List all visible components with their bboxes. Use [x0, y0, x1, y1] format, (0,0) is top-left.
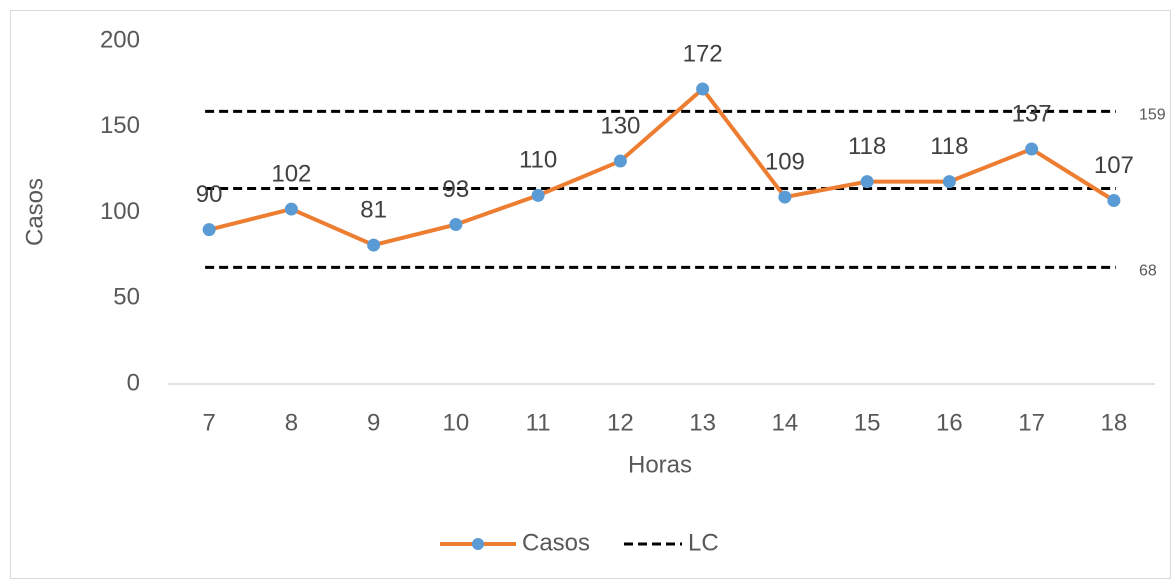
x-tick-label: 8: [285, 409, 298, 436]
data-label: 118: [848, 133, 886, 160]
x-tick-label: 7: [202, 409, 215, 436]
legend-marker: [472, 538, 484, 550]
legend-label: LC: [688, 529, 719, 556]
data-label: 130: [600, 112, 640, 139]
data-point: [696, 82, 710, 96]
x-tick-label: 15: [854, 409, 881, 436]
legend-label: Casos: [522, 529, 590, 556]
data-label: 109: [765, 148, 805, 175]
data-label: 172: [683, 40, 723, 67]
data-label: 137: [1012, 100, 1052, 127]
data-label: 110: [519, 147, 557, 174]
data-point: [613, 154, 627, 168]
y-tick-label: 50: [113, 284, 140, 311]
y-tick-label: 100: [100, 198, 140, 225]
data-point: [367, 238, 381, 252]
data-label: 107: [1094, 152, 1134, 179]
x-tick-label: 10: [443, 409, 470, 436]
data-point: [778, 190, 792, 204]
data-line: [208, 87, 1115, 248]
y-tick-label: 0: [127, 369, 140, 396]
data-label: 102: [271, 160, 311, 187]
control-line-label: 68: [1139, 263, 1157, 280]
control-line-label: 159: [1139, 107, 1166, 124]
data-point: [202, 223, 216, 237]
data-point: [942, 175, 956, 189]
x-tick-label: 9: [367, 409, 380, 436]
data-point: [860, 175, 874, 189]
data-point: [1025, 142, 1039, 156]
data-label: 81: [360, 196, 387, 223]
x-tick-label: 12: [607, 409, 634, 436]
x-tick-label: 16: [936, 409, 963, 436]
data-label: 118: [930, 133, 968, 160]
x-tick-label: 11: [526, 409, 551, 436]
chart-border: [10, 10, 1171, 579]
data-point: [531, 188, 545, 202]
data-point: [1107, 193, 1121, 207]
data-label: 93: [443, 176, 470, 203]
x-tick-label: 14: [772, 409, 799, 436]
x-tick-label: 18: [1101, 409, 1128, 436]
y-tick-label: 200: [100, 26, 140, 53]
data-point: [449, 218, 463, 232]
y-tick-label: 150: [100, 112, 140, 139]
y-axis-label: Casos: [21, 178, 48, 246]
x-tick-label: 17: [1018, 409, 1045, 436]
x-axis-label: Horas: [628, 451, 692, 478]
data-point: [284, 202, 298, 216]
x-tick-label: 13: [689, 409, 716, 436]
data-label: 90: [196, 181, 223, 208]
